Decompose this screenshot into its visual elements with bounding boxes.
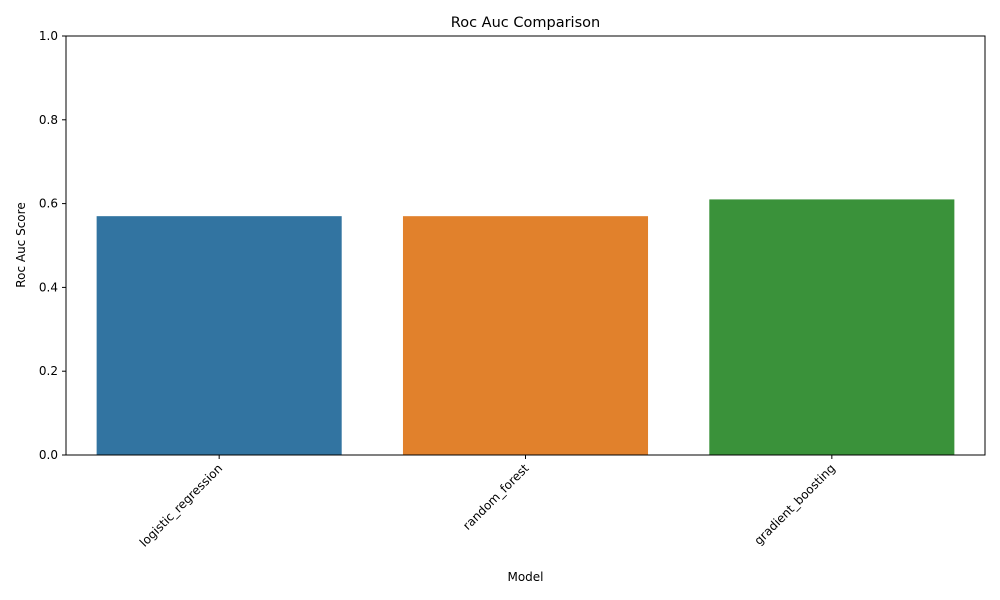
y-tick-label: 0.2 [39,364,58,378]
x-tick-label-gradient-boosting: gradient_boosting [751,461,838,548]
y-tick-label: 0.0 [39,448,58,462]
bar-gradient-boosting [709,199,955,455]
x-axis: logistic_regression random_forest gradient… [137,455,838,550]
y-tick-label: 0.6 [39,197,58,211]
bars-group [96,199,955,455]
y-axis: 0.0 0.2 0.4 0.6 0.8 1.0 [39,29,66,462]
x-tick-label-random-forest: random_forest [460,461,532,533]
x-tick-label-logistic-regression: logistic_regression [137,461,225,549]
y-tick-label: 1.0 [39,29,58,43]
chart-title: Roc Auc Comparison [451,15,600,31]
y-tick-label: 0.8 [39,113,58,127]
y-tick-label: 0.4 [39,280,58,294]
bar-random-forest [402,216,649,455]
x-axis-label: Model [507,570,543,584]
y-axis-label: Roc Auc Score [14,202,28,287]
bar-logistic-regression [96,216,342,455]
plot-frame [65,35,986,456]
